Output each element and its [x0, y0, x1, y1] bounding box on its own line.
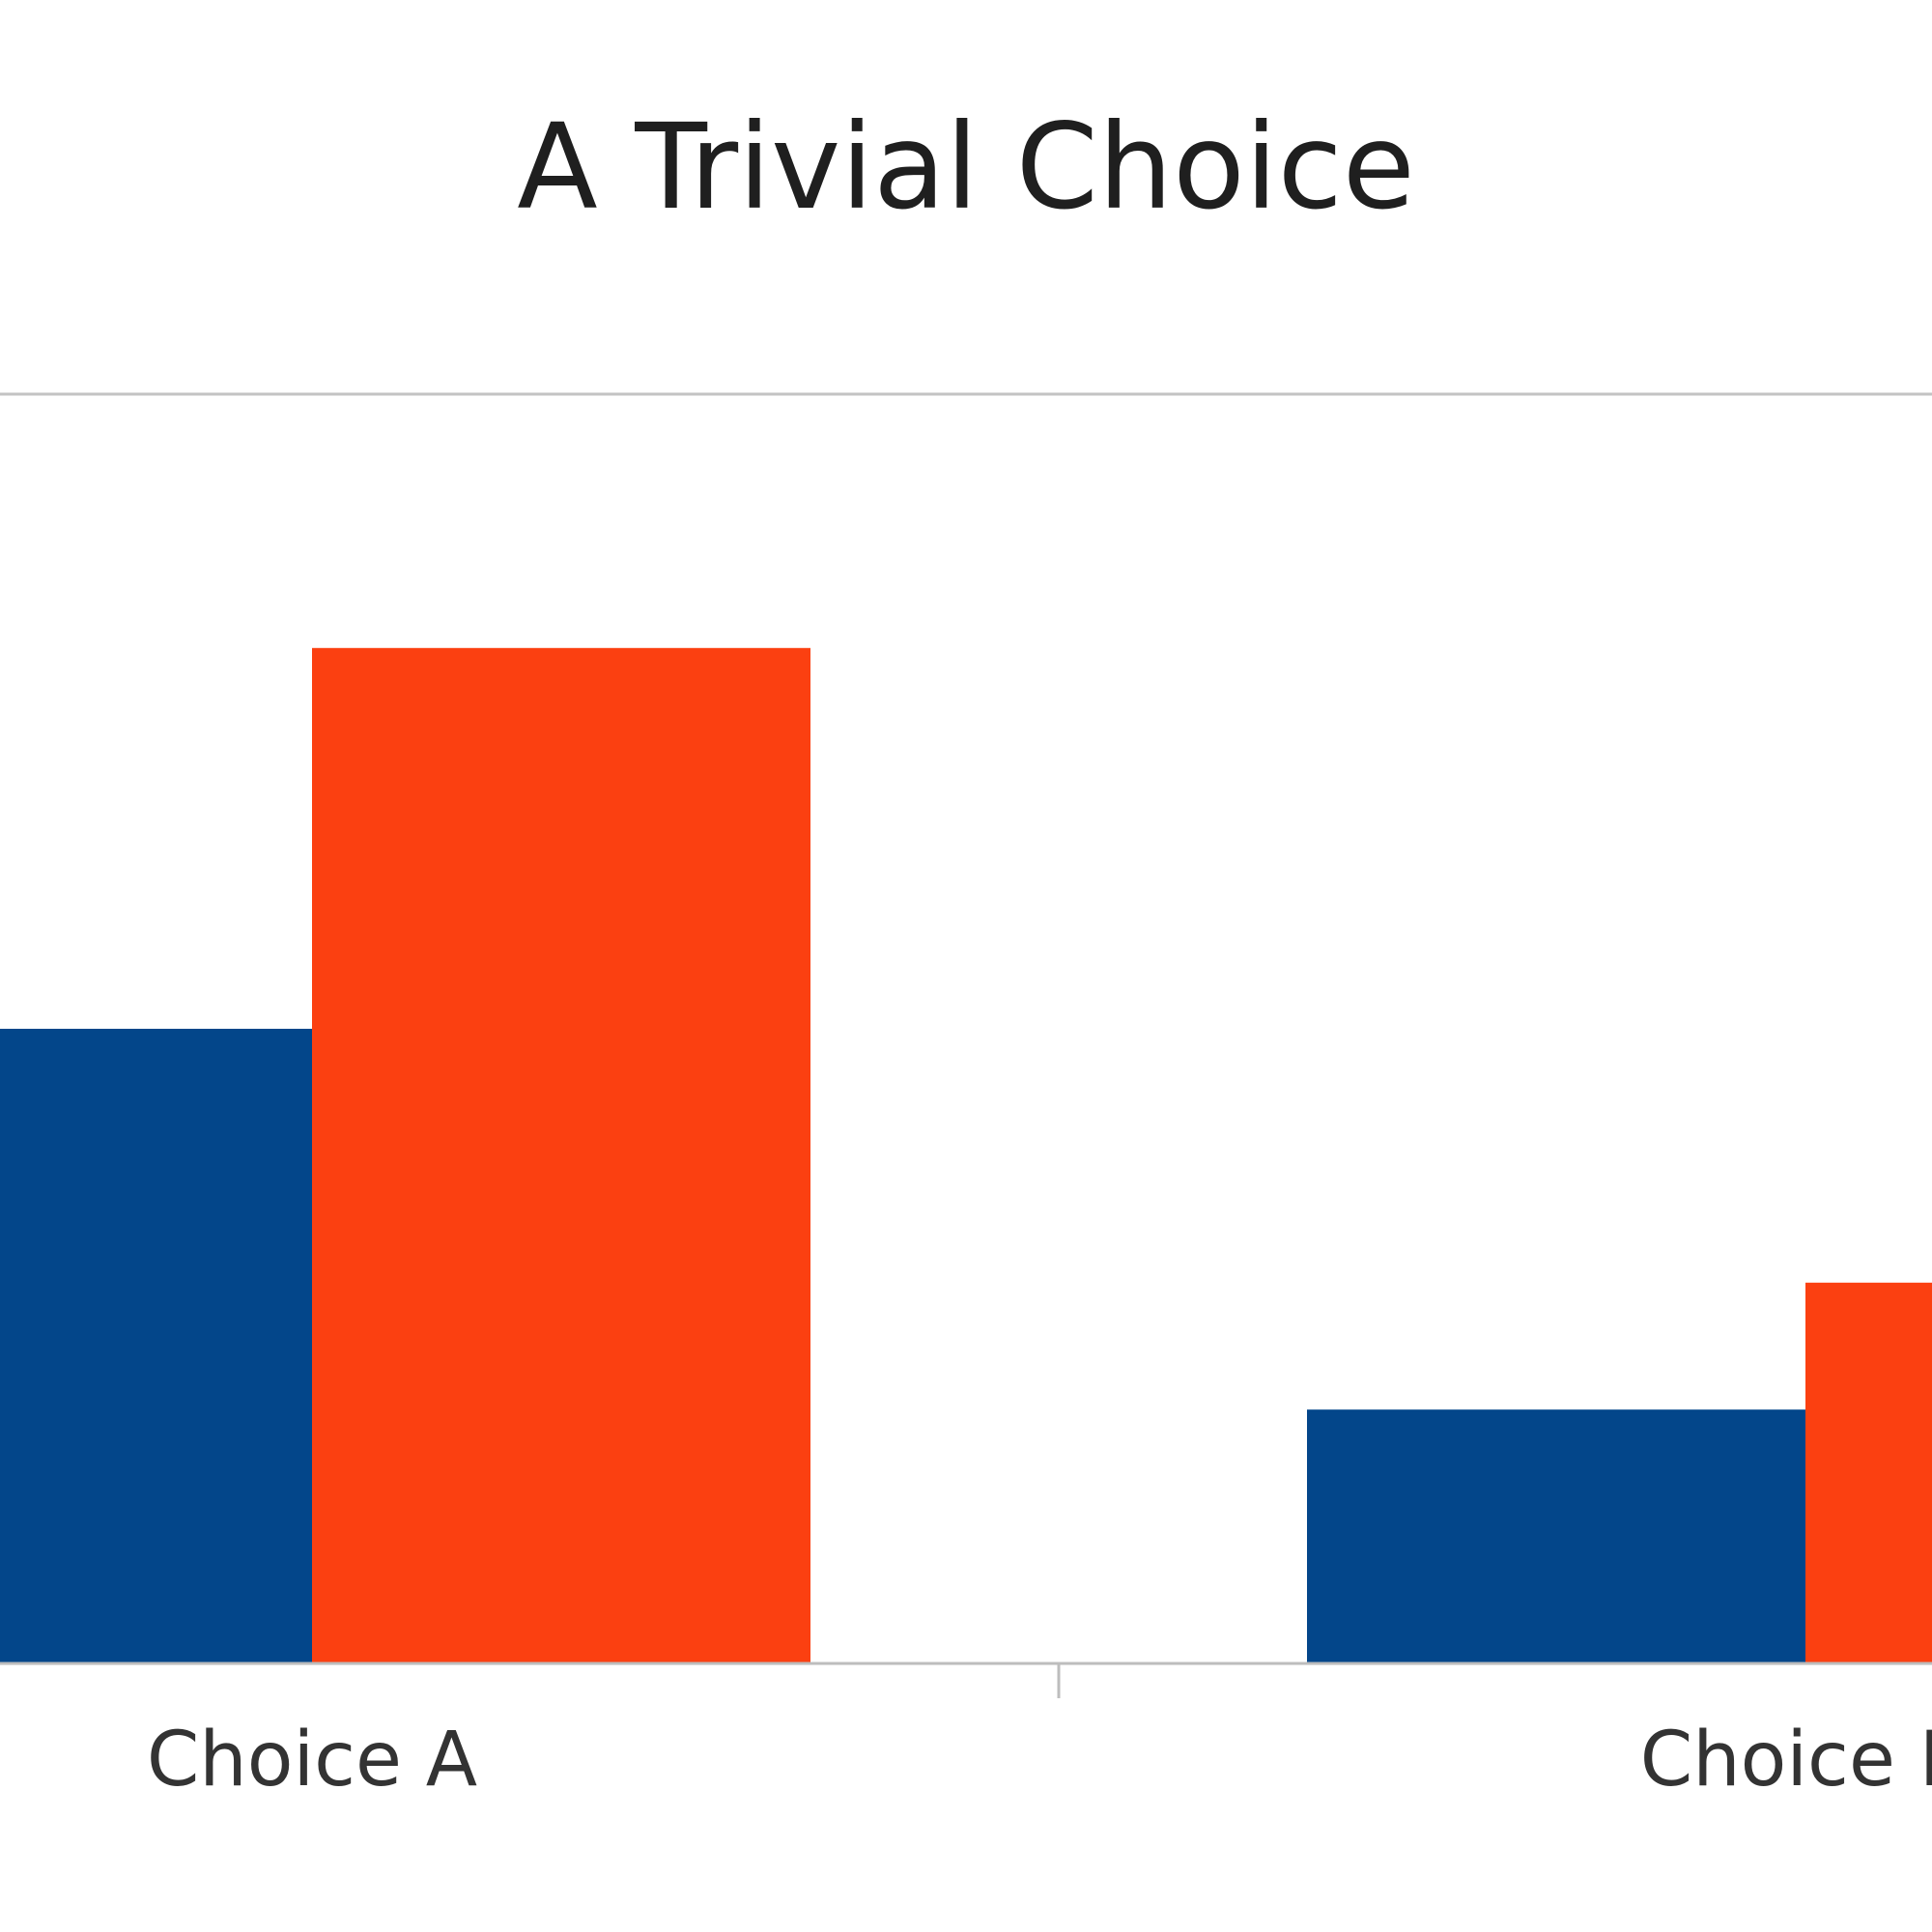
x-tick-label: Choice B — [1640, 1717, 1932, 1804]
chart-title: A Trivial Choice — [517, 99, 1415, 236]
bar-choice-a-series-2 — [312, 647, 810, 1663]
bar-choice-a-series-1 — [0, 1029, 312, 1663]
x-tick-label: Choice A — [147, 1717, 477, 1804]
bar-choice-b-series-2 — [1805, 1282, 1932, 1663]
bar-choice-b-series-1 — [1307, 1409, 1805, 1663]
